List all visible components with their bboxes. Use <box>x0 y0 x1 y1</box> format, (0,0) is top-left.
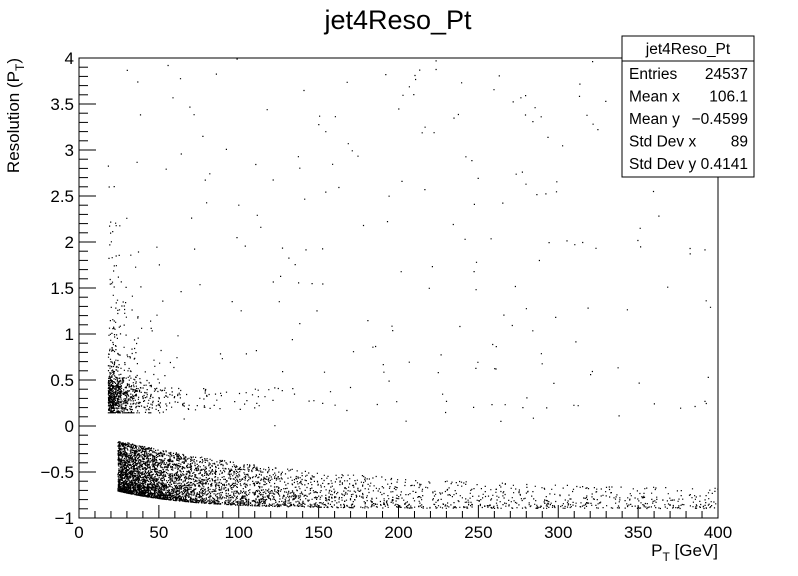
x-tick-label: 250 <box>464 523 492 542</box>
x-tick-label: 350 <box>624 523 652 542</box>
stats-label: Std Dev x <box>629 134 696 151</box>
y-tick-label: −0.5 <box>40 463 74 482</box>
x-tick-label: 150 <box>304 523 332 542</box>
scatter-points <box>107 58 719 510</box>
y-tick-label: 2 <box>65 233 74 252</box>
x-axis-label: PT [GeV] <box>651 541 718 564</box>
stats-value: 89 <box>731 134 748 151</box>
stats-value: 24537 <box>705 66 748 83</box>
y-tick-label: 3 <box>65 141 74 160</box>
scatter-point-cloud <box>107 58 719 510</box>
stats-box: jet4Reso_Pt Entries 24537 Mean x 106.1 Mean … <box>621 35 755 178</box>
y-tick-label: 0 <box>65 417 74 436</box>
x-axis: 0 50 100 150 200 250 300 350 400 <box>74 505 732 542</box>
stats-label: Mean x <box>629 89 680 106</box>
stats-value: 0.4141 <box>701 156 748 173</box>
stats-box-frame <box>621 35 755 178</box>
y-axis: −1 −0.5 0 0.5 1 1.5 2 2.5 3 3.5 4 <box>40 49 96 528</box>
y-axis-label: Resolution (PT) <box>4 58 27 173</box>
stats-label: Mean y <box>629 111 680 128</box>
stats-box-title: jet4Reso_Pt <box>645 41 731 58</box>
x-axis-label-sub: T <box>662 550 670 564</box>
stats-label: Entries <box>629 66 677 83</box>
x-tick-label: 200 <box>384 523 412 542</box>
chart-title: jet4Reso_Pt <box>323 5 472 35</box>
stats-label: Std Dev y <box>629 156 696 173</box>
y-tick-label: 2.5 <box>50 187 74 206</box>
y-tick-label: 1.5 <box>50 279 74 298</box>
stats-rows: Entries 24537 Mean x 106.1 Mean y −0.4599 Std … <box>629 66 748 173</box>
x-tick-label: 100 <box>225 523 253 542</box>
x-axis-label-rest: [GeV] <box>670 541 718 560</box>
x-tick-label: 300 <box>544 523 572 542</box>
y-axis-label-sub: T <box>13 63 27 71</box>
y-axis-label-rest: ) <box>4 58 23 64</box>
y-tick-label: 3.5 <box>50 95 74 114</box>
y-tick-label: 1 <box>65 325 74 344</box>
x-tick-label: 0 <box>74 523 83 542</box>
y-tick-label: −1 <box>55 509 74 528</box>
x-tick-label: 400 <box>704 523 732 542</box>
stats-value: −0.4599 <box>692 111 748 128</box>
x-tick-label: 50 <box>149 523 168 542</box>
y-tick-label: 4 <box>65 49 74 68</box>
stats-value: 106.1 <box>709 89 748 106</box>
y-tick-label: 0.5 <box>50 371 74 390</box>
y-axis-label-main: Resolution (P <box>4 71 23 173</box>
x-axis-label-main: P <box>651 541 662 560</box>
